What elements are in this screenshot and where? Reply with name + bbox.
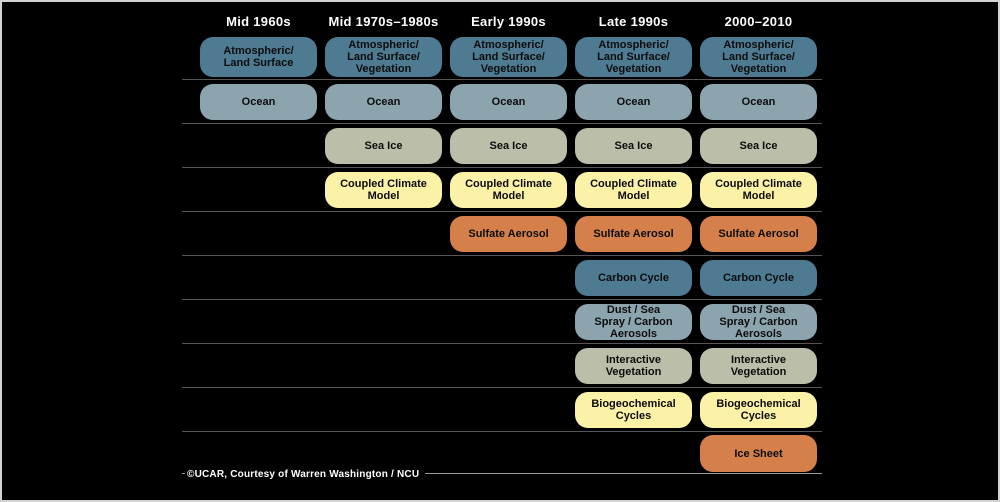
- cell-interactive-vegetation-late-1990s: Interactive Vegetation: [575, 348, 692, 384]
- row-divider: [182, 167, 822, 168]
- column-header-mid-1970s-1980s: Mid 1970s–1980s: [328, 14, 439, 29]
- cell-ice-sheet-2000-2010: Ice Sheet: [700, 435, 817, 472]
- cell-atmospheric-land-surface-mid-1970s-1980s: Atmospheric/ Land Surface/ Vegetation: [325, 37, 442, 77]
- cell-sea-ice-early-1990s: Sea Ice: [450, 128, 567, 164]
- row-divider: [182, 299, 822, 300]
- cell-interactive-vegetation-2000-2010: Interactive Vegetation: [700, 348, 817, 384]
- cell-dust-sea-spray-carbon-aerosols-2000-2010: Dust / Sea Spray / Carbon Aerosols: [700, 304, 817, 340]
- row-divider: [182, 123, 822, 124]
- cell-dust-sea-spray-carbon-aerosols-late-1990s: Dust / Sea Spray / Carbon Aerosols: [575, 304, 692, 340]
- cell-sulfate-aerosol-late-1990s: Sulfate Aerosol: [575, 216, 692, 252]
- column-header-late-1990s: Late 1990s: [598, 14, 669, 29]
- cell-carbon-cycle-late-1990s: Carbon Cycle: [575, 260, 692, 296]
- cell-ocean-early-1990s: Ocean: [450, 84, 567, 120]
- row-divider: [182, 211, 822, 212]
- cell-ocean-mid-1970s-1980s: Ocean: [325, 84, 442, 120]
- column-header-mid-1960s: Mid 1960s: [226, 14, 291, 29]
- credit-divider: [182, 473, 822, 474]
- row-divider: [182, 255, 822, 256]
- cell-coupled-climate-model-early-1990s: Coupled Climate Model: [450, 172, 567, 208]
- cell-biogeochemical-cycles-2000-2010: Biogeochemical Cycles: [700, 392, 817, 428]
- cell-sea-ice-2000-2010: Sea Ice: [700, 128, 817, 164]
- column-header-2000-2010: 2000–2010: [724, 14, 793, 29]
- cell-sea-ice-mid-1970s-1980s: Sea Ice: [325, 128, 442, 164]
- column-header-early-1990s: Early 1990s: [471, 14, 546, 29]
- cell-ocean-2000-2010: Ocean: [700, 84, 817, 120]
- credit-text: ©UCAR, Courtesy of Warren Washington / N…: [185, 468, 426, 481]
- cell-carbon-cycle-2000-2010: Carbon Cycle: [700, 260, 817, 296]
- cell-biogeochemical-cycles-late-1990s: Biogeochemical Cycles: [575, 392, 692, 428]
- cell-atmospheric-land-surface-mid-1960s: Atmospheric/ Land Surface: [200, 37, 317, 77]
- row-divider: [182, 387, 822, 388]
- cell-coupled-climate-model-late-1990s: Coupled Climate Model: [575, 172, 692, 208]
- cell-sulfate-aerosol-2000-2010: Sulfate Aerosol: [700, 216, 817, 252]
- row-divider: [182, 343, 822, 344]
- cell-atmospheric-land-surface-2000-2010: Atmospheric/ Land Surface/ Vegetation: [700, 37, 817, 77]
- row-divider: [182, 79, 822, 80]
- cell-atmospheric-land-surface-late-1990s: Atmospheric/ Land Surface/ Vegetation: [575, 37, 692, 77]
- cell-sea-ice-late-1990s: Sea Ice: [575, 128, 692, 164]
- cell-ocean-mid-1960s: Ocean: [200, 84, 317, 120]
- row-divider: [182, 431, 822, 432]
- cell-ocean-late-1990s: Ocean: [575, 84, 692, 120]
- cell-sulfate-aerosol-early-1990s: Sulfate Aerosol: [450, 216, 567, 252]
- cell-coupled-climate-model-mid-1970s-1980s: Coupled Climate Model: [325, 172, 442, 208]
- cell-atmospheric-land-surface-early-1990s: Atmospheric/ Land Surface/ Vegetation: [450, 37, 567, 77]
- cell-coupled-climate-model-2000-2010: Coupled Climate Model: [700, 172, 817, 208]
